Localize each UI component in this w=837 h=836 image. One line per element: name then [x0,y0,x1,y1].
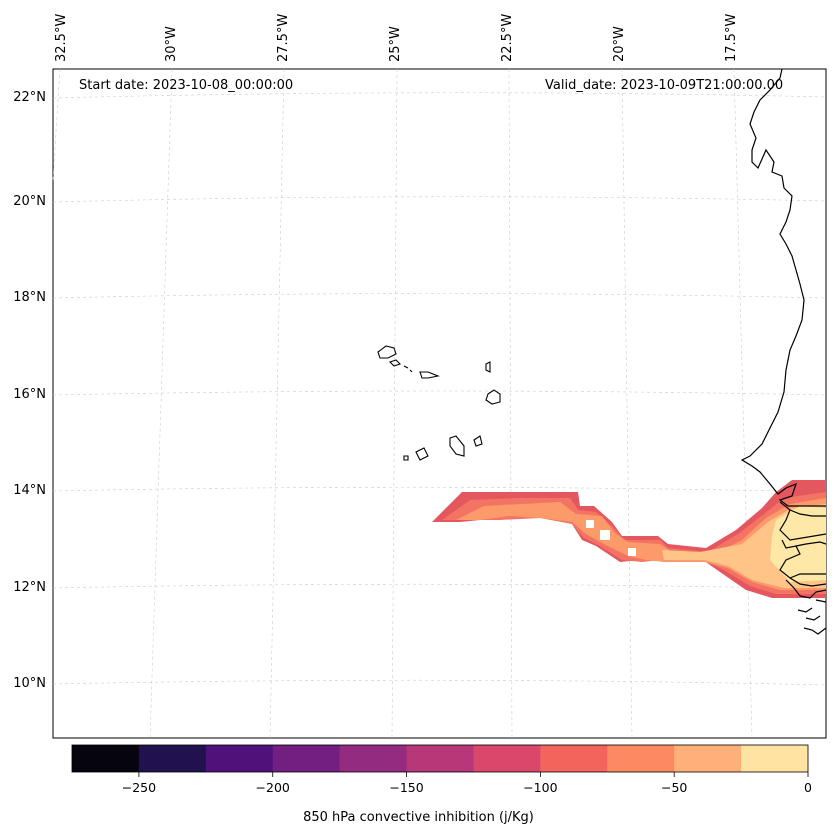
island-sal [485,361,491,373]
river-south [789,577,827,587]
island-fogo [415,447,429,461]
graticule [52,68,827,739]
latitude-label: 12°N [13,580,46,595]
latitude-label: 16°N [13,387,46,402]
colorbar-tick-label: −100 [523,780,557,795]
island-santo-antao [377,345,397,359]
colorbar-segment [339,745,408,772]
latitude-label: 20°N [13,194,46,209]
colorbar-segment [473,745,541,772]
colorbar-segment [406,745,474,772]
coastlines [740,68,827,635]
longitude-label: 27.5°W [276,13,291,62]
start-date-label: Start date: 2023-10-08_00:00:00 [79,78,294,93]
map-frame [52,68,827,739]
colorbar-segment [540,745,608,772]
colorbar-label: 850 hPa convective inhibition (j/Kg) [303,810,534,825]
latitude-label: 22°N [13,90,46,105]
valid-date-label: Valid_date: 2023-10-09T21:00:00.00 [545,78,784,93]
island-boa-vista [485,389,501,405]
longitude-label: 25°W [388,26,403,62]
longitude-label: 17.5°W [724,13,739,62]
latitude-label: 14°N [13,483,46,498]
colorbar-segment [741,745,809,772]
colorbar-segment [674,745,742,772]
colorbar-tick-label: −150 [389,780,423,795]
colorbar-tick-label: −250 [122,780,156,795]
longitude-label: 32.5°W [54,13,69,62]
island-sao-vicente [388,359,402,367]
colorbar-ticks: −250 −200 −150 −100 −50 0 [122,772,812,795]
africa-coastline [740,68,826,507]
gambia-border [779,539,826,579]
island-santa-luzia [403,365,413,373]
guinea-bissau-coast [785,579,827,599]
colorbar-tick-label: −50 [661,780,687,795]
colorbar-segment [205,745,274,772]
latitude-label: 18°N [13,290,46,305]
senegal-border [779,501,827,541]
longitude-label: 22.5°W [500,13,515,62]
colorbar-segment [607,745,675,772]
colorbar-segment [138,745,207,772]
river-gambia [795,541,827,547]
colorbar-frame [71,744,809,773]
guinea-islands [797,599,827,635]
latitude-label: 10°N [13,676,46,691]
colorbar-segment [72,745,140,772]
longitude-label: 20°W [612,26,627,62]
island-sao-nicolau [419,371,440,379]
colorbar-tick-label: −200 [256,780,290,795]
island-santiago [449,435,465,457]
colorbar [72,745,809,772]
colorbar-segment [272,745,341,772]
longitude-label: 30°W [164,26,179,62]
colorbar-tick-label: 0 [804,780,812,795]
island-maio [473,435,483,447]
river-senegal [789,509,826,517]
cape-verde-islands [377,345,501,461]
island-brava [403,455,409,461]
